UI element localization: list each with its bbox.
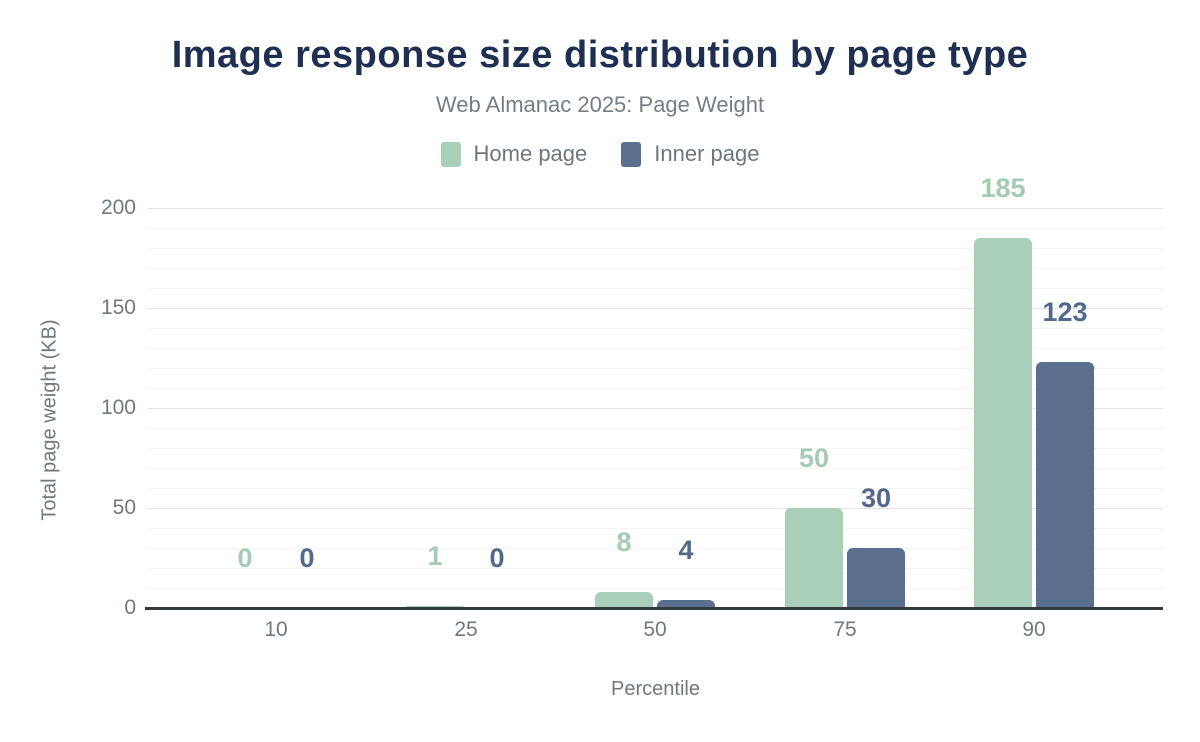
bar-home-page-p50[interactable]: [595, 592, 653, 608]
y-tick-label: 50: [112, 496, 136, 519]
data-label-home-page-p75: 50: [798, 443, 830, 473]
bar-inner-page-p75[interactable]: [847, 548, 905, 608]
legend: Home page Inner page: [0, 141, 1200, 167]
chart-subtitle: Web Almanac 2025: Page Weight: [435, 92, 765, 117]
bar-inner-page-p90[interactable]: [1036, 362, 1094, 608]
gridline-minor: [148, 328, 1163, 329]
gridline-minor: [148, 268, 1163, 269]
x-tick-label: 50: [643, 618, 667, 641]
data-label-home-page-p10: 0: [237, 543, 253, 573]
data-label-home-page-p25: 1: [427, 541, 443, 571]
data-label-home-page-p90: 185: [980, 173, 1026, 203]
gridline-minor: [148, 248, 1163, 249]
gridline-minor: [148, 588, 1163, 589]
gridline-major: [148, 208, 1163, 209]
data-label-home-page-p50: 8: [616, 527, 632, 557]
y-tick-label: 150: [100, 296, 136, 319]
gridline-major: [148, 508, 1163, 509]
x-tick-label: 90: [1022, 618, 1046, 641]
data-label-inner-page-p10: 0: [299, 543, 315, 573]
x-tick-label: 10: [264, 618, 288, 641]
x-tick-label: 25: [454, 618, 478, 641]
bar-inner-page-p50[interactable]: [657, 600, 715, 608]
home-page-swatch-icon: [440, 141, 461, 167]
legend-label: Inner page: [654, 141, 760, 166]
gridline-minor: [148, 228, 1163, 229]
data-label-inner-page-p90: 123: [1042, 297, 1088, 327]
gridline-minor: [148, 548, 1163, 549]
gridline-minor: [148, 448, 1163, 449]
inner-page-swatch-icon: [621, 141, 642, 167]
legend-item-inner-page[interactable]: Inner page: [621, 141, 759, 167]
bar-home-page-p90[interactable]: [974, 238, 1032, 608]
data-label-inner-page-p50: 4: [678, 535, 694, 565]
plot-area: 0 1 8 50 185 0 0 4 30 123: [148, 175, 1163, 608]
gridline-minor: [148, 468, 1163, 469]
x-axis-line: [145, 607, 1163, 610]
x-axis-title: Percentile: [611, 678, 700, 700]
y-axis-title: Total page weight (KB): [38, 319, 61, 521]
data-label-inner-page-p25: 0: [489, 543, 505, 573]
gridline-major: [148, 308, 1163, 309]
x-tick-label: 75: [833, 618, 857, 641]
y-tick-label: 200: [100, 196, 136, 219]
y-tick-label: 100: [100, 396, 136, 419]
gridline-minor: [148, 388, 1163, 389]
gridline-minor: [148, 348, 1163, 349]
gridline-minor: [148, 288, 1163, 289]
gridline-minor: [148, 568, 1163, 569]
y-tick-label: 0: [124, 596, 136, 619]
legend-item-home-page[interactable]: Home page: [440, 141, 588, 167]
gridline-major: [148, 408, 1163, 409]
bar-home-page-p75[interactable]: [785, 508, 843, 608]
gridline-minor: [148, 368, 1163, 369]
gridline-minor: [148, 428, 1163, 429]
data-label-inner-page-p75: 30: [860, 483, 892, 513]
legend-label: Home page: [473, 141, 588, 166]
gridline-minor: [148, 488, 1163, 489]
chart-title: Image response size distribution by page…: [171, 34, 1029, 76]
gridline-minor: [148, 528, 1163, 529]
